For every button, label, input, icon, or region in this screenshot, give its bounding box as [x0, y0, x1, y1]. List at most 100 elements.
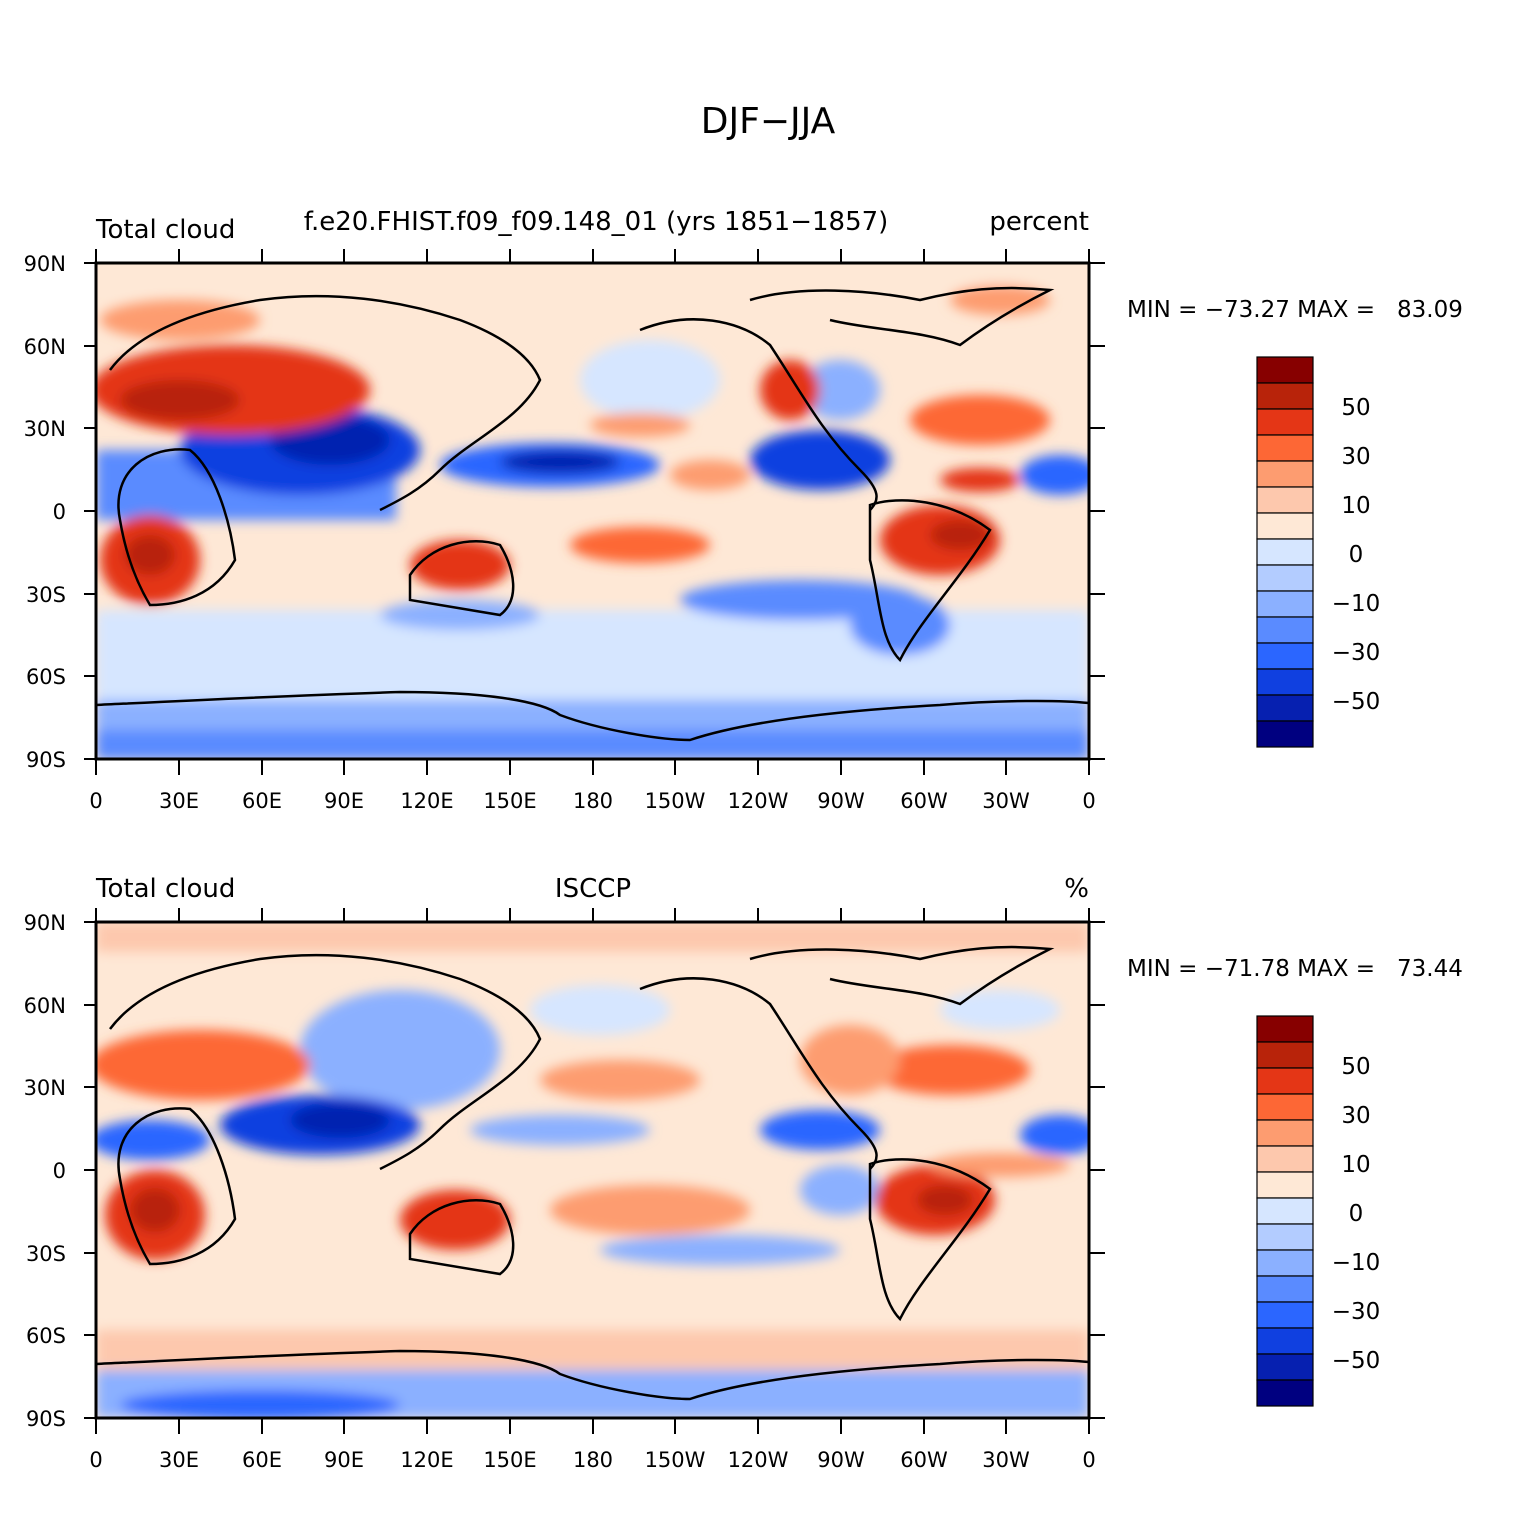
lon-label: 30E	[159, 789, 199, 813]
min-max-label: MIN = −73.27 MAX = 83.09	[1127, 297, 1463, 323]
colorbar-swatch	[1256, 512, 1314, 540]
colorbar-swatch	[1256, 382, 1314, 410]
colorbar-swatch	[1256, 1275, 1314, 1303]
colorbar	[1256, 356, 1314, 748]
colorbar-swatch	[1256, 1223, 1314, 1251]
lon-label: 0	[89, 789, 102, 813]
panel-model: Total cloud f.e20.FHIST.f09_f09.148_01 (…	[24, 207, 1463, 813]
lon-label: 150W	[645, 789, 706, 813]
colorbar-swatch	[1256, 434, 1314, 462]
colorbar-label: −30	[1332, 1299, 1381, 1325]
lat-label: 90S	[26, 748, 66, 772]
lat-label: 0	[53, 500, 66, 524]
lon-label: 90W	[817, 1448, 865, 1472]
contour-field	[96, 922, 1089, 1418]
lat-label: 90N	[24, 252, 66, 276]
colorbar-labels: 50 30 10 0 −10 −30 −50	[1332, 395, 1381, 715]
coastlines	[96, 286, 1089, 742]
lat-labels: 90N 60N 30N 0 30S 60S 90S	[24, 911, 66, 1431]
colorbar-label: 10	[1341, 493, 1370, 519]
lon-label: 30W	[982, 1448, 1030, 1472]
lat-label: 30S	[26, 1242, 66, 1266]
lon-label: 180	[573, 1448, 613, 1472]
colorbar-label: 10	[1341, 1152, 1370, 1178]
lon-label: 60W	[900, 789, 948, 813]
colorbar-swatch	[1256, 642, 1314, 670]
lon-label: 120W	[728, 789, 789, 813]
panel-center-title: f.e20.FHIST.f09_f09.148_01 (yrs 1851−185…	[304, 207, 889, 237]
lat-label: 90S	[26, 1407, 66, 1431]
lon-label: 0	[1082, 789, 1095, 813]
colorbar-label: −30	[1332, 640, 1381, 666]
colorbar-swatch	[1256, 460, 1314, 488]
colorbar-label: 50	[1341, 1054, 1370, 1080]
min-max-label: MIN = −71.78 MAX = 73.44	[1127, 956, 1463, 982]
colorbar-swatch	[1256, 538, 1314, 566]
colorbar-swatch	[1256, 1379, 1314, 1407]
lon-label: 120E	[400, 789, 453, 813]
lat-label: 60S	[26, 1324, 66, 1348]
colorbar-swatch	[1256, 356, 1314, 384]
colorbar-labels: 50 30 10 0 −10 −30 −50	[1332, 1054, 1381, 1374]
colorbar-label: −50	[1332, 1348, 1381, 1374]
panel-left-title: Total cloud	[95, 874, 235, 904]
colorbar-swatch	[1256, 1067, 1314, 1095]
colorbar-swatch	[1256, 486, 1314, 514]
panel-left-title: Total cloud	[95, 215, 235, 245]
colorbar	[1256, 1015, 1314, 1407]
lat-label: 60N	[24, 994, 66, 1018]
lon-label: 120W	[728, 1448, 789, 1472]
lon-label: 0	[1082, 1448, 1095, 1472]
panel-right-title: %	[1064, 874, 1089, 904]
lat-label: 90N	[24, 911, 66, 935]
lon-label: 90E	[324, 789, 364, 813]
colorbar-swatch	[1256, 1171, 1314, 1199]
colorbar-swatch	[1256, 694, 1314, 722]
colorbar-label: 30	[1341, 444, 1370, 470]
lat-labels: 90N 60N 30N 0 30S 60S 90S	[24, 252, 66, 772]
lat-label: 30S	[26, 583, 66, 607]
lon-label: 120E	[400, 1448, 453, 1472]
lon-label: 60E	[242, 789, 282, 813]
lat-ticks	[84, 262, 1105, 760]
colorbar-swatch	[1256, 1041, 1314, 1069]
panel-center-title: ISCCP	[555, 874, 631, 904]
lon-labels: 0 30E 60E 90E 120E 150E 180 150W 120W 90…	[89, 789, 1095, 813]
panel-right-title: percent	[989, 207, 1089, 237]
page-title: DJF−JJA	[701, 101, 836, 142]
lon-label: 150W	[645, 1448, 706, 1472]
colorbar-swatch	[1256, 1301, 1314, 1329]
colorbar-label: −50	[1332, 689, 1381, 715]
colorbar-swatch	[1256, 616, 1314, 644]
lon-label: 30E	[159, 1448, 199, 1472]
colorbar-swatch	[1256, 1015, 1314, 1043]
lat-label: 60N	[24, 335, 66, 359]
colorbar-swatch	[1256, 590, 1314, 618]
colorbar-label: −10	[1332, 1250, 1381, 1276]
colorbar-label: 30	[1341, 1103, 1370, 1129]
lon-label: 60W	[900, 1448, 948, 1472]
colorbar-label: 0	[1349, 542, 1364, 568]
colorbar-swatch	[1256, 408, 1314, 436]
lon-label: 150E	[483, 1448, 536, 1472]
lon-label: 30W	[982, 789, 1030, 813]
colorbar-swatch	[1256, 1119, 1314, 1147]
lon-label: 150E	[483, 789, 536, 813]
lat-label: 60S	[26, 665, 66, 689]
lat-label: 30N	[24, 1076, 66, 1100]
lon-labels: 0 30E 60E 90E 120E 150E 180 150W 120W 90…	[89, 1448, 1095, 1472]
colorbar-swatch	[1256, 564, 1314, 592]
colorbar-swatch	[1256, 720, 1314, 748]
lon-label: 0	[89, 1448, 102, 1472]
lat-ticks	[84, 921, 1105, 1419]
colorbar-label: 50	[1341, 395, 1370, 421]
colorbar-label: 0	[1349, 1201, 1364, 1227]
colorbar-label: −10	[1332, 591, 1381, 617]
colorbar-swatch	[1256, 668, 1314, 696]
colorbar-swatch	[1256, 1197, 1314, 1225]
lon-label: 90W	[817, 789, 865, 813]
colorbar-swatch	[1256, 1093, 1314, 1121]
panel-obs: Total cloud ISCCP %	[24, 874, 1463, 1472]
colorbar-swatch	[1256, 1145, 1314, 1173]
